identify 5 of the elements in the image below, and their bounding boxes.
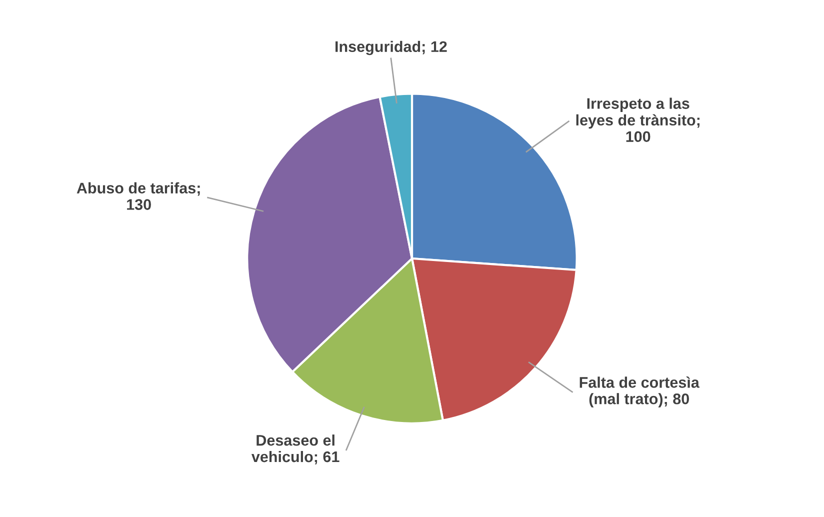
slice-label: Irrespeto a las leyes de trànsito; 100 [576,98,700,142]
slice-label: Abuso de tarifas; 130 [76,182,200,210]
slice-label: Falta de cortesìa (mal trato); 80 [580,376,700,408]
slice-label: Desaseo el vehiculo; 61 [251,434,340,464]
slice-label: Inseguridad; 12 [336,40,447,56]
